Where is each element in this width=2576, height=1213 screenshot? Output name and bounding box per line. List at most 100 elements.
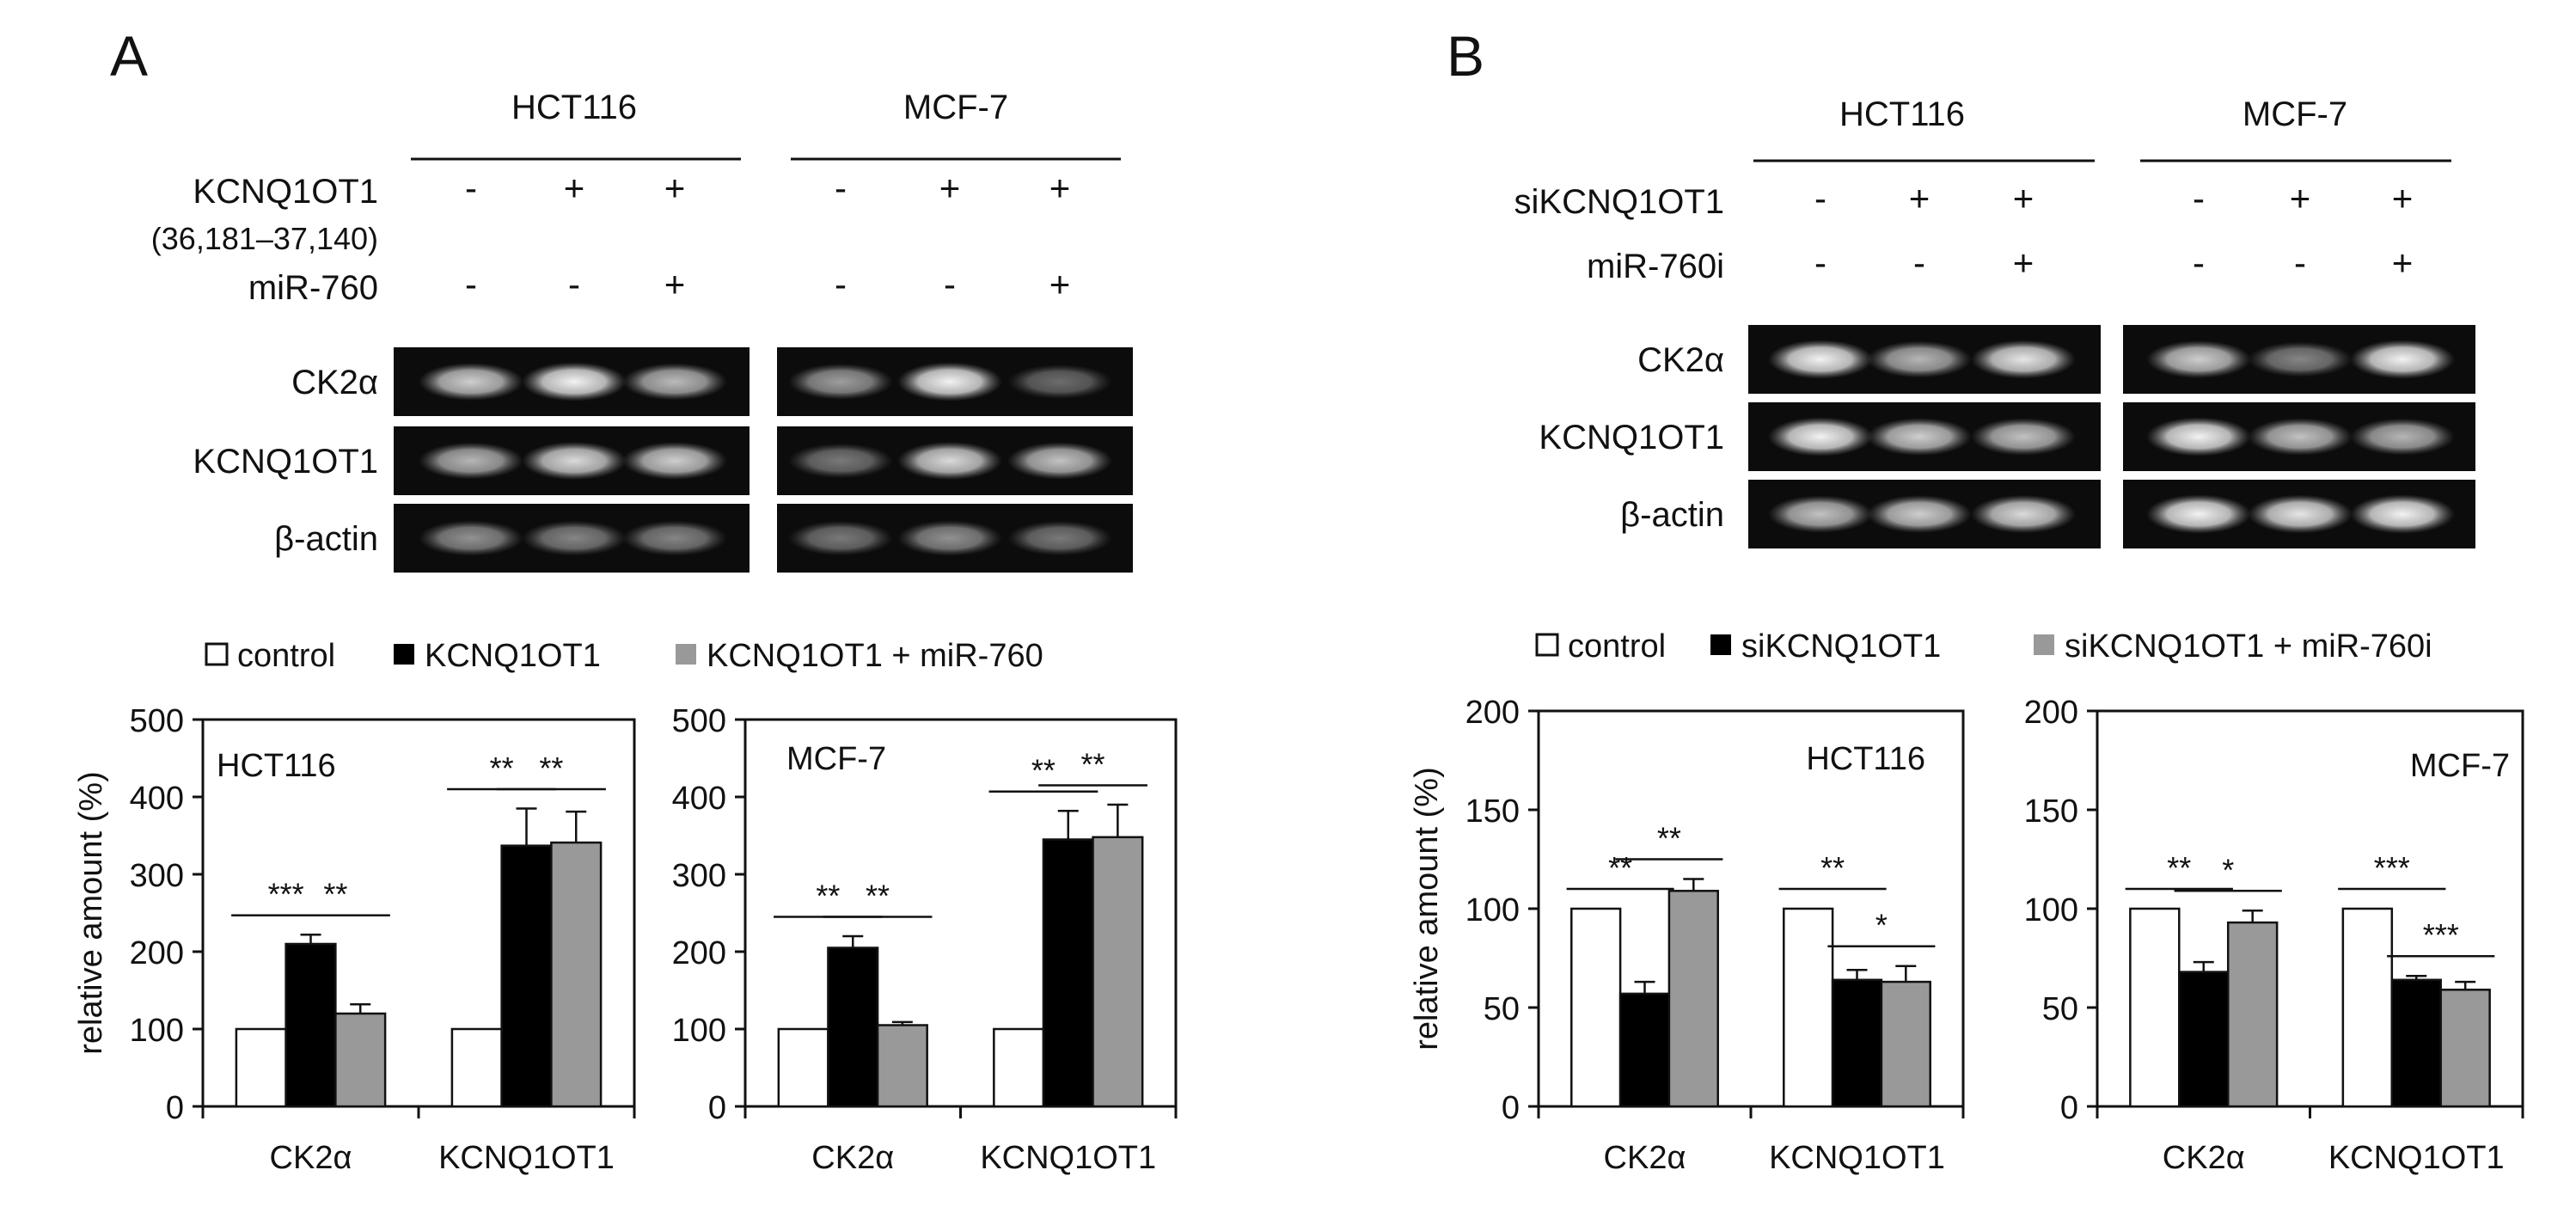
- condition-sign: +: [2392, 178, 2414, 218]
- bar-control: [235, 1027, 287, 1108]
- x-tick-label: KCNQ1OT1: [438, 1140, 615, 1176]
- significance-marker: **: [816, 879, 840, 914]
- cell-line-header: HCT116: [1839, 95, 1965, 133]
- condition-label: miR-760: [248, 269, 378, 307]
- condition-sign: +: [1049, 168, 1071, 208]
- gel-band: [622, 442, 727, 480]
- bar-chart-0: 0 100 200 300 400 500 relative amount (%) HCT11…: [73, 703, 636, 1176]
- gel-band: [1971, 340, 2076, 379]
- y-tick-label: 100: [672, 1013, 726, 1049]
- gel-band: [2248, 341, 2353, 377]
- bar-control: [450, 1027, 503, 1108]
- y-tick-label: 150: [2024, 793, 2078, 830]
- legend-label: siKCNQ1OT1: [1741, 628, 1941, 665]
- significance-marker: **: [1608, 850, 1632, 885]
- gel-row-label: CK2α: [291, 364, 378, 401]
- gel-band: [419, 520, 523, 556]
- condition-sublabel: (36,181–37,140): [151, 221, 378, 256]
- significance-marker: ***: [268, 877, 304, 912]
- condition-label: siKCNQ1OT1: [1514, 183, 1725, 221]
- significance-marker: *: [2222, 852, 2234, 887]
- bar-chart-2: 0 50 100 150 200 relative amount (%) HCT116 CK2…: [1409, 695, 1965, 1176]
- chart-title: HCT116: [217, 748, 336, 784]
- legend-swatch: [394, 644, 414, 665]
- cell-line-header: HCT116: [511, 89, 637, 126]
- y-tick-label: 100: [2024, 892, 2078, 928]
- panel-a: A HCT116 MCF-7 KCNQ1OT1 (36,181–37,140) - + + - +…: [110, 24, 1133, 674]
- gel-band: [897, 520, 1002, 556]
- gel-band: [2146, 494, 2251, 534]
- bar-kcnq1ot1-mir-760: [1092, 836, 1144, 1108]
- gel-band: [1971, 494, 2076, 534]
- condition-sign: +: [939, 168, 961, 208]
- legend-swatch: [676, 644, 696, 665]
- condition-sign: -: [835, 264, 847, 304]
- legend-label: control: [237, 638, 335, 674]
- bar-sikcnq1ot1: [2390, 978, 2442, 1108]
- y-tick-label: 400: [130, 781, 184, 817]
- condition-sign: -: [2193, 242, 2205, 283]
- condition-label: miR-760i: [1587, 248, 1724, 285]
- significance-marker: ***: [2423, 917, 2459, 953]
- significance-marker: **: [1657, 821, 1681, 856]
- bar-sikcnq1ot1-mir-760i: [2439, 989, 2491, 1108]
- chart-title: MCF-7: [2410, 748, 2510, 784]
- gel-band: [2146, 340, 2251, 378]
- x-tick-label: KCNQ1OT1: [2328, 1140, 2505, 1176]
- y-tick-label: 100: [130, 1013, 184, 1049]
- gel-band: [1971, 418, 2076, 456]
- bar-control: [2341, 907, 2394, 1108]
- gel-band: [1768, 340, 1873, 379]
- y-axis-label: relative amount (%): [73, 771, 109, 1054]
- y-tick-label: 200: [672, 935, 726, 971]
- condition-sign: +: [564, 168, 585, 208]
- bar-kcnq1ot1-mir-760: [334, 1012, 387, 1108]
- gel-band: [522, 362, 627, 401]
- gel-band: [522, 520, 627, 556]
- gel-band: [1867, 495, 1972, 533]
- condition-label: KCNQ1OT1: [193, 173, 378, 211]
- y-tick-label: 0: [1502, 1090, 1520, 1126]
- gel-band: [622, 520, 727, 556]
- cell-line-header: MCF-7: [2243, 95, 2347, 133]
- gel-band: [419, 442, 523, 480]
- bar-kcnq1ot1: [500, 844, 553, 1108]
- gel-band: [897, 441, 1002, 481]
- gel-band: [622, 363, 727, 401]
- condition-sign: -: [1913, 242, 1925, 283]
- gel-band: [1867, 418, 1972, 456]
- condition-sign: +: [2290, 178, 2311, 218]
- bar-kcnq1ot1: [1042, 838, 1094, 1108]
- bar-control: [1570, 907, 1622, 1108]
- gel-band: [2248, 418, 2353, 456]
- condition-sign: -: [2294, 242, 2306, 283]
- bar-kcnq1ot1-mir-760: [550, 841, 603, 1108]
- gel-band: [788, 520, 893, 556]
- gel-band: [1867, 340, 1972, 378]
- x-tick-label: CK2α: [811, 1140, 894, 1176]
- condition-sign: -: [465, 168, 477, 208]
- gel-band: [1007, 442, 1112, 480]
- gel-band: [2350, 494, 2455, 534]
- x-tick-label: CK2α: [2163, 1140, 2245, 1176]
- chart-title: MCF-7: [786, 741, 886, 777]
- gel-band: [2350, 340, 2455, 379]
- y-tick-label: 300: [130, 858, 184, 894]
- panel-letter: A: [110, 24, 148, 88]
- condition-sign: +: [664, 264, 686, 304]
- gel-row-label: KCNQ1OT1: [193, 443, 378, 481]
- chart-title: HCT116: [1806, 741, 1925, 777]
- legend-swatch: [1710, 634, 1731, 655]
- condition-sign: +: [2013, 242, 2034, 283]
- significance-marker: **: [539, 750, 563, 786]
- condition-sign: -: [2193, 178, 2205, 218]
- bar-chart-1: 0 100 200 300 400 500 MCF-7 CK2α KCNQ1OT1 ** ** ** *…: [672, 703, 1178, 1176]
- gel-row-label: KCNQ1OT1: [1539, 419, 1724, 456]
- gel-row-label: β-actin: [1620, 496, 1724, 534]
- x-tick-label: CK2α: [1604, 1140, 1686, 1176]
- condition-sign: +: [2392, 242, 2414, 283]
- x-tick-label: CK2α: [270, 1140, 352, 1176]
- panel-letter: B: [1447, 24, 1484, 88]
- gel-band: [2350, 418, 2455, 456]
